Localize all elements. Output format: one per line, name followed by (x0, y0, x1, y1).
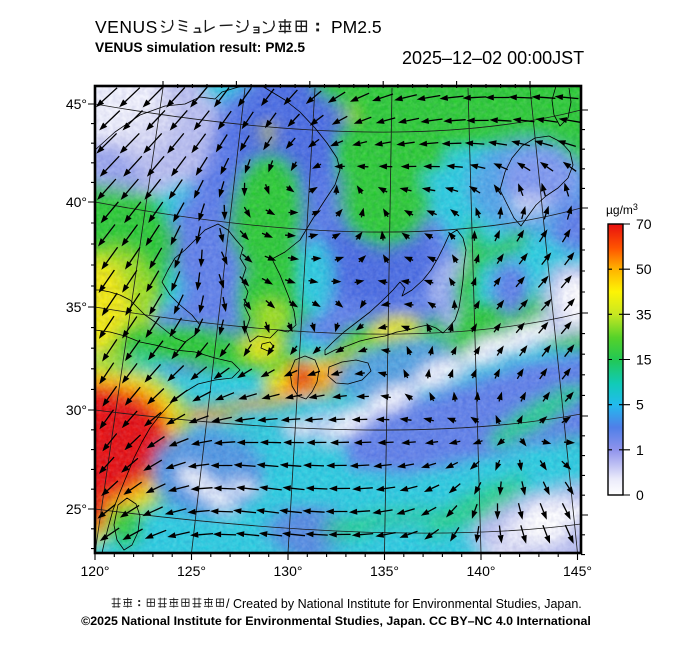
svg-text:50: 50 (636, 261, 652, 277)
svg-text:/ Created by National Institut: / Created by National Institute for Envi… (226, 597, 582, 611)
svg-text:µg/m3: µg/m3 (606, 202, 638, 217)
svg-text:130°: 130° (274, 563, 303, 579)
svg-text:25°: 25° (66, 501, 87, 517)
svg-text:35: 35 (636, 306, 652, 322)
svg-text:70: 70 (636, 216, 652, 232)
svg-text:120°: 120° (81, 563, 110, 579)
svg-text:35°: 35° (66, 299, 87, 315)
svg-text:40°: 40° (66, 194, 87, 210)
svg-text:VENUS simulation result: PM2.5: VENUS simulation result: PM2.5 (95, 40, 305, 55)
svg-text:1: 1 (636, 442, 644, 458)
svg-text:15: 15 (636, 352, 652, 368)
svg-text:0: 0 (636, 487, 644, 503)
svg-text:5: 5 (636, 397, 644, 413)
svg-text:45°: 45° (66, 96, 87, 112)
svg-text:135°: 135° (370, 563, 399, 579)
svg-text:VENUS: VENUS (95, 17, 158, 37)
svg-text:2025–12–02 00:00JST: 2025–12–02 00:00JST (402, 48, 584, 68)
svg-text:140°: 140° (467, 563, 496, 579)
svg-text:125°: 125° (177, 563, 206, 579)
svg-text:145°: 145° (563, 563, 592, 579)
svg-text:30°: 30° (66, 402, 87, 418)
svg-text:PM2.5: PM2.5 (331, 17, 382, 37)
svg-text:©2025 National Institute for E: ©2025 National Institute for Environment… (81, 614, 591, 628)
